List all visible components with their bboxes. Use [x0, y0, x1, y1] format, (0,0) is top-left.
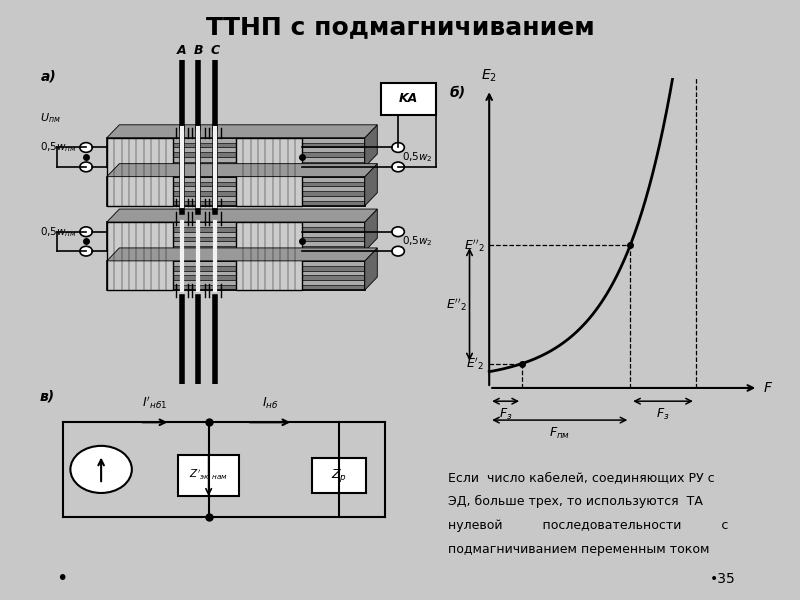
Polygon shape [107, 266, 365, 271]
Polygon shape [107, 125, 378, 138]
Polygon shape [107, 248, 378, 261]
Polygon shape [107, 157, 365, 162]
Polygon shape [107, 164, 378, 176]
Text: б): б) [450, 86, 466, 100]
Polygon shape [107, 227, 365, 232]
Text: KA: KA [399, 92, 418, 106]
Polygon shape [107, 138, 365, 143]
Polygon shape [107, 241, 365, 246]
Circle shape [80, 246, 92, 256]
Text: $0{,}5w_2$: $0{,}5w_2$ [402, 235, 433, 248]
Polygon shape [365, 248, 378, 290]
Text: B: B [194, 44, 203, 57]
Circle shape [80, 143, 92, 152]
Text: нулевой          последовательности          с: нулевой последовательности с [448, 519, 728, 532]
Text: A: A [177, 44, 186, 57]
Polygon shape [107, 261, 365, 266]
Text: $Z_р$: $Z_р$ [331, 467, 347, 484]
Text: $I_{нб}$: $I_{нб}$ [262, 395, 278, 410]
Text: $E'_2$: $E'_2$ [466, 355, 484, 372]
Polygon shape [107, 275, 365, 280]
Polygon shape [365, 125, 378, 167]
Polygon shape [107, 285, 365, 290]
Circle shape [70, 446, 132, 493]
Polygon shape [382, 83, 435, 115]
Text: а): а) [40, 70, 56, 84]
Polygon shape [107, 152, 365, 157]
Polygon shape [107, 187, 365, 191]
Polygon shape [107, 148, 365, 152]
Polygon shape [107, 162, 365, 167]
Polygon shape [107, 209, 378, 222]
Circle shape [392, 162, 404, 172]
Text: C: C [210, 44, 220, 57]
Polygon shape [107, 236, 365, 241]
Polygon shape [107, 196, 365, 201]
Text: •35: •35 [710, 572, 736, 586]
Polygon shape [107, 191, 365, 196]
Circle shape [392, 143, 404, 152]
Circle shape [392, 246, 404, 256]
Text: ТТНП с подмагничиванием: ТТНП с подмагничиванием [206, 15, 594, 39]
Text: $Z'_{эк.нам}$: $Z'_{эк.нам}$ [189, 468, 228, 482]
Polygon shape [107, 280, 365, 285]
Polygon shape [312, 458, 366, 493]
Text: Если  число кабелей, соединяющих РУ с: Если число кабелей, соединяющих РУ с [448, 471, 714, 484]
Polygon shape [107, 222, 365, 227]
Text: $0{,}5w_{пм}$: $0{,}5w_{пм}$ [40, 140, 78, 154]
Text: $F_з$: $F_з$ [656, 407, 670, 422]
Text: $I'_{нб1}$: $I'_{нб1}$ [142, 394, 167, 410]
Polygon shape [107, 143, 365, 148]
Polygon shape [107, 222, 174, 290]
Circle shape [80, 227, 92, 236]
Text: $F_з$: $F_з$ [499, 407, 512, 422]
Polygon shape [178, 455, 239, 496]
Polygon shape [107, 246, 365, 251]
Text: •: • [56, 569, 67, 589]
Polygon shape [365, 209, 378, 251]
Polygon shape [236, 138, 302, 206]
Text: $0{,}5w_2$: $0{,}5w_2$ [402, 150, 433, 164]
Text: $E_2$: $E_2$ [482, 67, 497, 83]
Text: $0{,}5w_{пм}$: $0{,}5w_{пм}$ [40, 225, 78, 239]
Text: ЭД, больше трех, то используются  ТА: ЭД, больше трех, то используются ТА [448, 495, 703, 508]
Polygon shape [107, 201, 365, 206]
Text: $E''_2$: $E''_2$ [464, 237, 484, 254]
Polygon shape [236, 222, 302, 290]
Polygon shape [107, 181, 365, 187]
Polygon shape [107, 271, 365, 275]
Polygon shape [107, 232, 365, 236]
Circle shape [392, 227, 404, 236]
Polygon shape [107, 176, 365, 181]
Polygon shape [107, 138, 174, 206]
Text: $E''_2$: $E''_2$ [446, 296, 466, 313]
Circle shape [80, 162, 92, 172]
Polygon shape [365, 164, 378, 206]
Text: $F$: $F$ [763, 381, 774, 395]
Text: $U_{пм}$: $U_{пм}$ [40, 112, 61, 125]
Text: в): в) [40, 390, 55, 404]
Text: $F_{пм}$: $F_{пм}$ [549, 426, 570, 441]
Text: подмагничиванием переменным током: подмагничиванием переменным током [448, 543, 710, 556]
